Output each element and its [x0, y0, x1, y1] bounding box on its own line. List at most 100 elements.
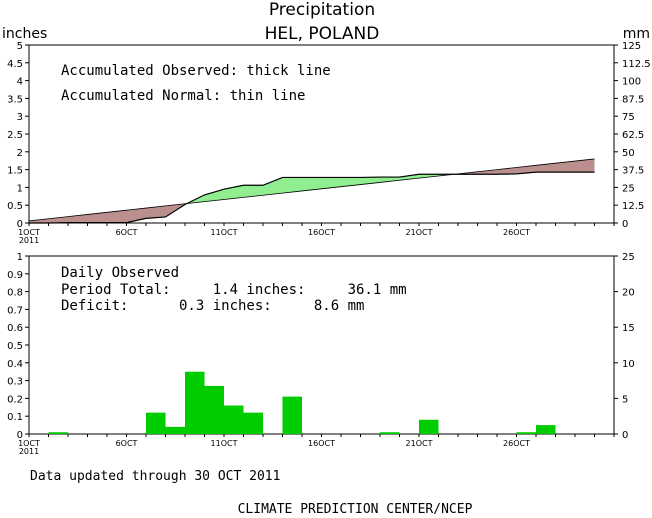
credit-text: CLIMATE PREDICTION CENTER/NCEP	[238, 502, 473, 517]
surplus-area	[341, 177, 361, 187]
x-tick-label: 11OCT	[211, 439, 238, 448]
deficit-area	[87, 212, 107, 223]
daily-bar	[165, 426, 185, 434]
deficit-area	[575, 158, 595, 173]
x-tick-year-label: 2011	[19, 236, 39, 245]
x-tick-label: 16OCT	[308, 228, 335, 237]
deficit-area	[516, 165, 536, 174]
accumulated-normal-note: Accumulated Normal: thin line	[61, 88, 305, 104]
y-tick-label: 0.3	[7, 377, 23, 388]
y2-tick-label: 100	[622, 77, 641, 88]
x-tick-label: 6OCT	[116, 439, 138, 448]
daily-bar	[516, 432, 536, 434]
y2-tick-label: 15	[622, 323, 635, 334]
surplus-area	[302, 177, 322, 191]
y2-tick-label: 125	[622, 41, 641, 52]
deficit-area	[107, 210, 127, 223]
deficit-area	[146, 205, 166, 219]
y-tick-label: 1	[17, 252, 23, 263]
x-tick-year-label: 2011	[19, 447, 39, 456]
deficit-area	[29, 218, 49, 223]
daily-bars	[48, 371, 556, 434]
y2-tick-label: 50	[622, 148, 635, 159]
daily-right-axis: 0 5 10 15 20 25	[614, 252, 635, 441]
deficit-area	[68, 214, 88, 223]
y2-tick-label: 0	[622, 430, 628, 441]
chart-location: HEL, POLAND	[265, 24, 380, 44]
y2-tick-label: 10	[622, 359, 635, 370]
x-tick-label: 21OCT	[406, 228, 433, 237]
y2-tick-label: 20	[622, 288, 635, 299]
y-tick-label: 0.2	[7, 394, 23, 405]
data-updated-text: Data updated through 30 OCT 2011	[30, 469, 280, 484]
accumulated-observed-note: Accumulated Observed: thick line	[61, 63, 331, 79]
y2-tick-label: 25	[622, 183, 635, 194]
right-unit-label: mm	[623, 26, 650, 42]
observed-line	[29, 171, 595, 224]
surplus-area	[282, 177, 302, 194]
y-tick-label: 0.5	[7, 341, 23, 352]
surplus-area	[399, 174, 419, 181]
y2-tick-label: 87.5	[622, 94, 644, 105]
surplus-area	[419, 174, 439, 179]
y-tick-label: 5	[17, 41, 23, 52]
y-tick-label: 0.7	[7, 305, 23, 316]
accumulated-lines	[28, 158, 595, 224]
daily-bar	[282, 396, 302, 434]
y-tick-label: 1	[17, 183, 23, 194]
daily-bar	[204, 385, 224, 434]
y2-tick-label: 75	[622, 112, 635, 123]
daily-bar	[48, 432, 68, 434]
deficit-area	[477, 169, 497, 175]
y2-tick-label: 5	[622, 394, 628, 405]
y-tick-label: 0.6	[7, 323, 23, 334]
y2-tick-label: 12.5	[622, 201, 644, 212]
y-tick-label: 3	[17, 112, 23, 123]
y-tick-label: 0.1	[7, 412, 23, 423]
accumulated-panel: 0 0.5 1 1.5 2 2.5 3 3.5 4 4.5 5 0 12.5 25 37.5 50 62.5 7…	[7, 41, 651, 245]
y-tick-label: 1.5	[7, 166, 23, 177]
y-tick-label: 0.4	[7, 359, 23, 370]
x-tick-label: 21OCT	[406, 439, 433, 448]
daily-bar	[224, 405, 244, 434]
y2-tick-label: 0	[622, 219, 628, 230]
y2-tick-label: 112.5	[622, 59, 651, 70]
daily-left-axis: 0 0.1 0.2 0.3 0.4 0.5 0.6 0.7 0.8 0.9 1	[7, 252, 29, 441]
y-tick-label: 2.5	[7, 130, 23, 141]
surplus-area	[380, 177, 400, 183]
surplus-area	[204, 189, 224, 202]
surplus-area	[263, 177, 283, 196]
daily-bar	[146, 412, 166, 434]
y-tick-label: 0	[17, 430, 23, 441]
y-tick-label: 2	[17, 148, 23, 159]
x-tick-label: 6OCT	[116, 228, 138, 237]
daily-bar	[536, 425, 556, 434]
daily-bar	[380, 432, 400, 434]
y-tick-label: 0.5	[7, 201, 23, 212]
y2-tick-label: 62.5	[622, 130, 644, 141]
chart-title: Precipitation	[269, 0, 375, 20]
x-tick-label: 16OCT	[308, 439, 335, 448]
y2-tick-label: 25	[622, 252, 635, 263]
y-tick-label: 4.5	[7, 59, 23, 70]
x-tick-label: 11OCT	[211, 228, 238, 237]
period-total-text: Period Total: 1.4 inches: 36.1 mm	[61, 282, 407, 298]
accumulated-left-axis: 0 0.5 1 1.5 2 2.5 3 3.5 4 4.5 5	[7, 41, 29, 230]
daily-observed-label: Daily Observed	[61, 265, 179, 281]
y-tick-label: 4	[17, 77, 23, 88]
normal-line	[28, 158, 595, 223]
x-tick-label: 26OCT	[503, 439, 530, 448]
daily-panel: 0 0.1 0.2 0.3 0.4 0.5 0.6 0.7 0.8 0.9 1 0 5 10 15 20 25…	[7, 252, 635, 456]
y-tick-label: 0.8	[7, 288, 23, 299]
daily-bar	[185, 371, 205, 434]
accumulated-right-axis: 0 12.5 25 37.5 50 62.5 75 87.5 100 112.5 125	[614, 41, 651, 230]
surplus-area	[321, 177, 341, 189]
left-unit-label: inches	[2, 26, 47, 42]
daily-bar	[243, 412, 263, 434]
y-tick-label: 0.9	[7, 270, 23, 281]
x-tick-label: 1OCT	[18, 439, 40, 448]
deficit-area	[555, 161, 575, 173]
